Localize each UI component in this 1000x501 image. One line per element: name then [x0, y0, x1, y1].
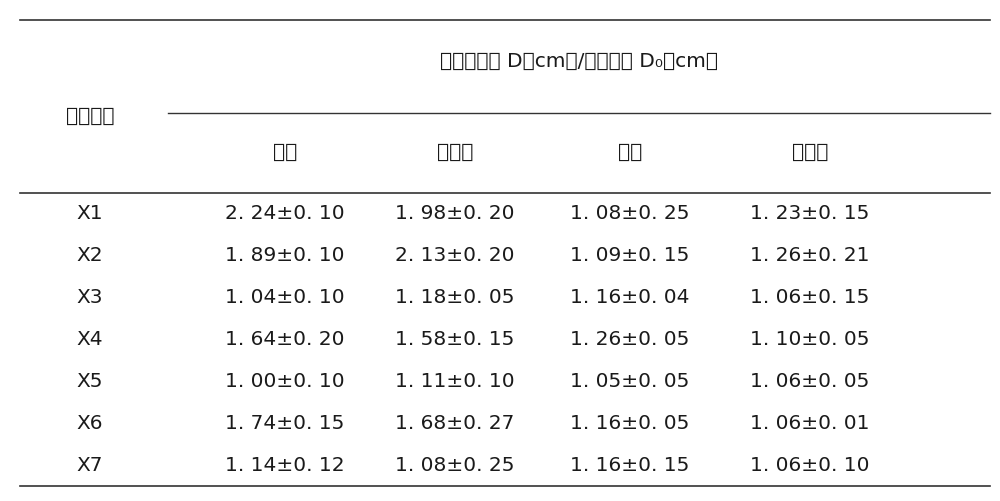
Text: 1. 26±0. 05: 1. 26±0. 05	[570, 330, 690, 349]
Text: 油脂: 油脂	[618, 143, 642, 162]
Text: X6: X6	[77, 414, 103, 433]
Text: 1. 18±0. 05: 1. 18±0. 05	[395, 288, 515, 307]
Text: 1. 58±0. 15: 1. 58±0. 15	[395, 330, 515, 349]
Text: 菌株标号: 菌株标号	[66, 107, 114, 126]
Text: 2. 24±0. 10: 2. 24±0. 10	[225, 204, 345, 223]
Text: 纤维素: 纤维素	[792, 143, 828, 162]
Text: 分解圈直径 D（cm）/菌落直径 D₀（cm）: 分解圈直径 D（cm）/菌落直径 D₀（cm）	[440, 52, 718, 71]
Text: X4: X4	[77, 330, 103, 349]
Text: 1. 10±0. 05: 1. 10±0. 05	[750, 330, 870, 349]
Text: 1. 16±0. 15: 1. 16±0. 15	[570, 455, 690, 474]
Text: 1. 08±0. 25: 1. 08±0. 25	[395, 455, 515, 474]
Text: 淡粉: 淡粉	[273, 143, 297, 162]
Text: X3: X3	[77, 288, 103, 307]
Text: 1. 05±0. 05: 1. 05±0. 05	[570, 372, 690, 391]
Text: 1. 68±0. 27: 1. 68±0. 27	[395, 414, 515, 433]
Text: 1. 04±0. 10: 1. 04±0. 10	[225, 288, 345, 307]
Text: 1. 89±0. 10: 1. 89±0. 10	[225, 246, 345, 265]
Text: 1. 11±0. 10: 1. 11±0. 10	[395, 372, 515, 391]
Text: X7: X7	[77, 455, 103, 474]
Text: 1. 26±0. 21: 1. 26±0. 21	[750, 246, 870, 265]
Text: 1. 06±0. 05: 1. 06±0. 05	[750, 372, 870, 391]
Text: 1. 16±0. 05: 1. 16±0. 05	[570, 414, 690, 433]
Text: 1. 09±0. 15: 1. 09±0. 15	[570, 246, 690, 265]
Text: 蛋白质: 蛋白质	[437, 143, 473, 162]
Text: 2. 13±0. 20: 2. 13±0. 20	[395, 246, 515, 265]
Text: 1. 23±0. 15: 1. 23±0. 15	[750, 204, 870, 223]
Text: 1. 06±0. 10: 1. 06±0. 10	[750, 455, 870, 474]
Text: 1. 16±0. 04: 1. 16±0. 04	[570, 288, 690, 307]
Text: X5: X5	[77, 372, 103, 391]
Text: 1. 64±0. 20: 1. 64±0. 20	[225, 330, 345, 349]
Text: X2: X2	[77, 246, 103, 265]
Text: 1. 00±0. 10: 1. 00±0. 10	[225, 372, 345, 391]
Text: 1. 06±0. 01: 1. 06±0. 01	[750, 414, 870, 433]
Text: 1. 74±0. 15: 1. 74±0. 15	[225, 414, 345, 433]
Text: 1. 14±0. 12: 1. 14±0. 12	[225, 455, 345, 474]
Text: 1. 06±0. 15: 1. 06±0. 15	[750, 288, 870, 307]
Text: 1. 08±0. 25: 1. 08±0. 25	[570, 204, 690, 223]
Text: X1: X1	[77, 204, 103, 223]
Text: 1. 98±0. 20: 1. 98±0. 20	[395, 204, 515, 223]
